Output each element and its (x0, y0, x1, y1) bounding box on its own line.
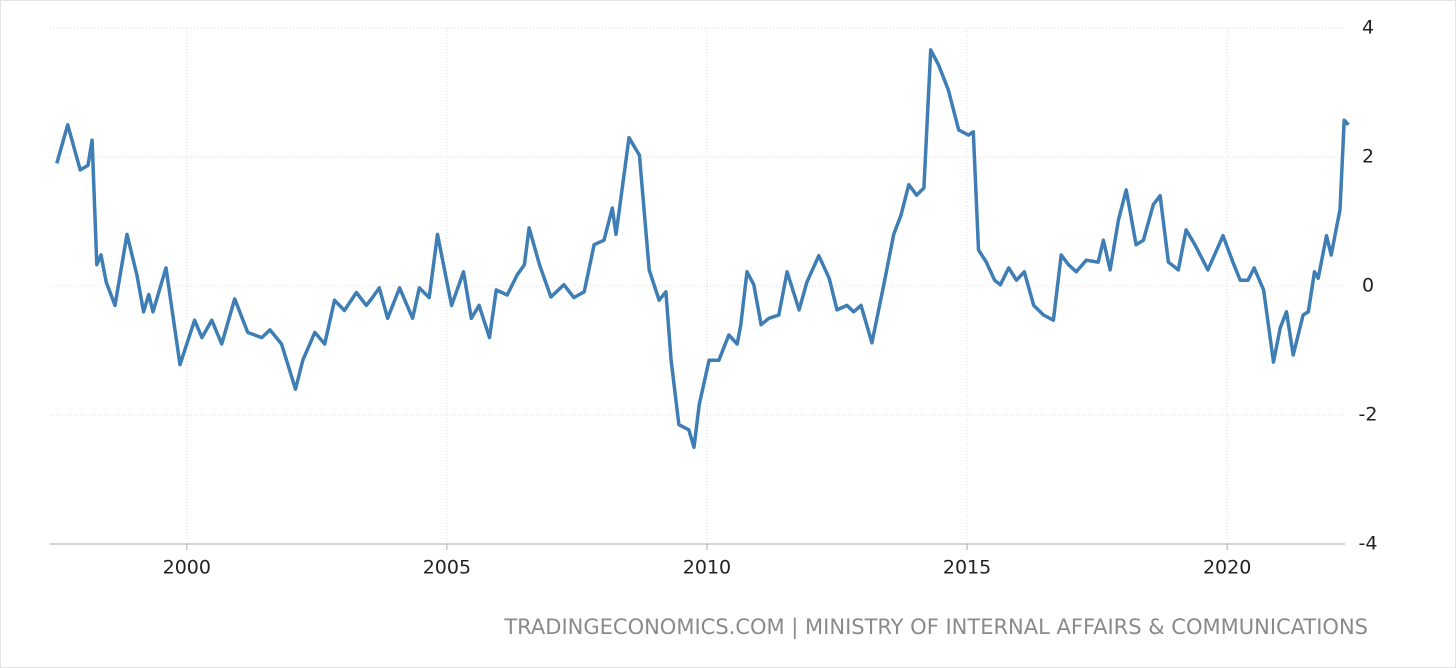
source-note: TRADINGECONOMICS.COM | MINISTRY OF INTER… (503, 615, 1368, 640)
y-tick-label: 2 (1362, 146, 1374, 168)
x-tick-label: 2020 (1203, 557, 1251, 579)
y-tick-label: -4 (1359, 533, 1378, 555)
line-series (55, 48, 1350, 450)
y-tick-label: -2 (1359, 404, 1378, 426)
y-tick-label: 4 (1362, 17, 1374, 39)
x-tick-label: 2005 (423, 557, 471, 579)
x-tick-label: 2010 (683, 557, 731, 579)
x-tick-label: 2015 (943, 557, 991, 579)
x-tick-label: 2000 (163, 557, 211, 579)
y-tick-label: 0 (1362, 275, 1374, 297)
